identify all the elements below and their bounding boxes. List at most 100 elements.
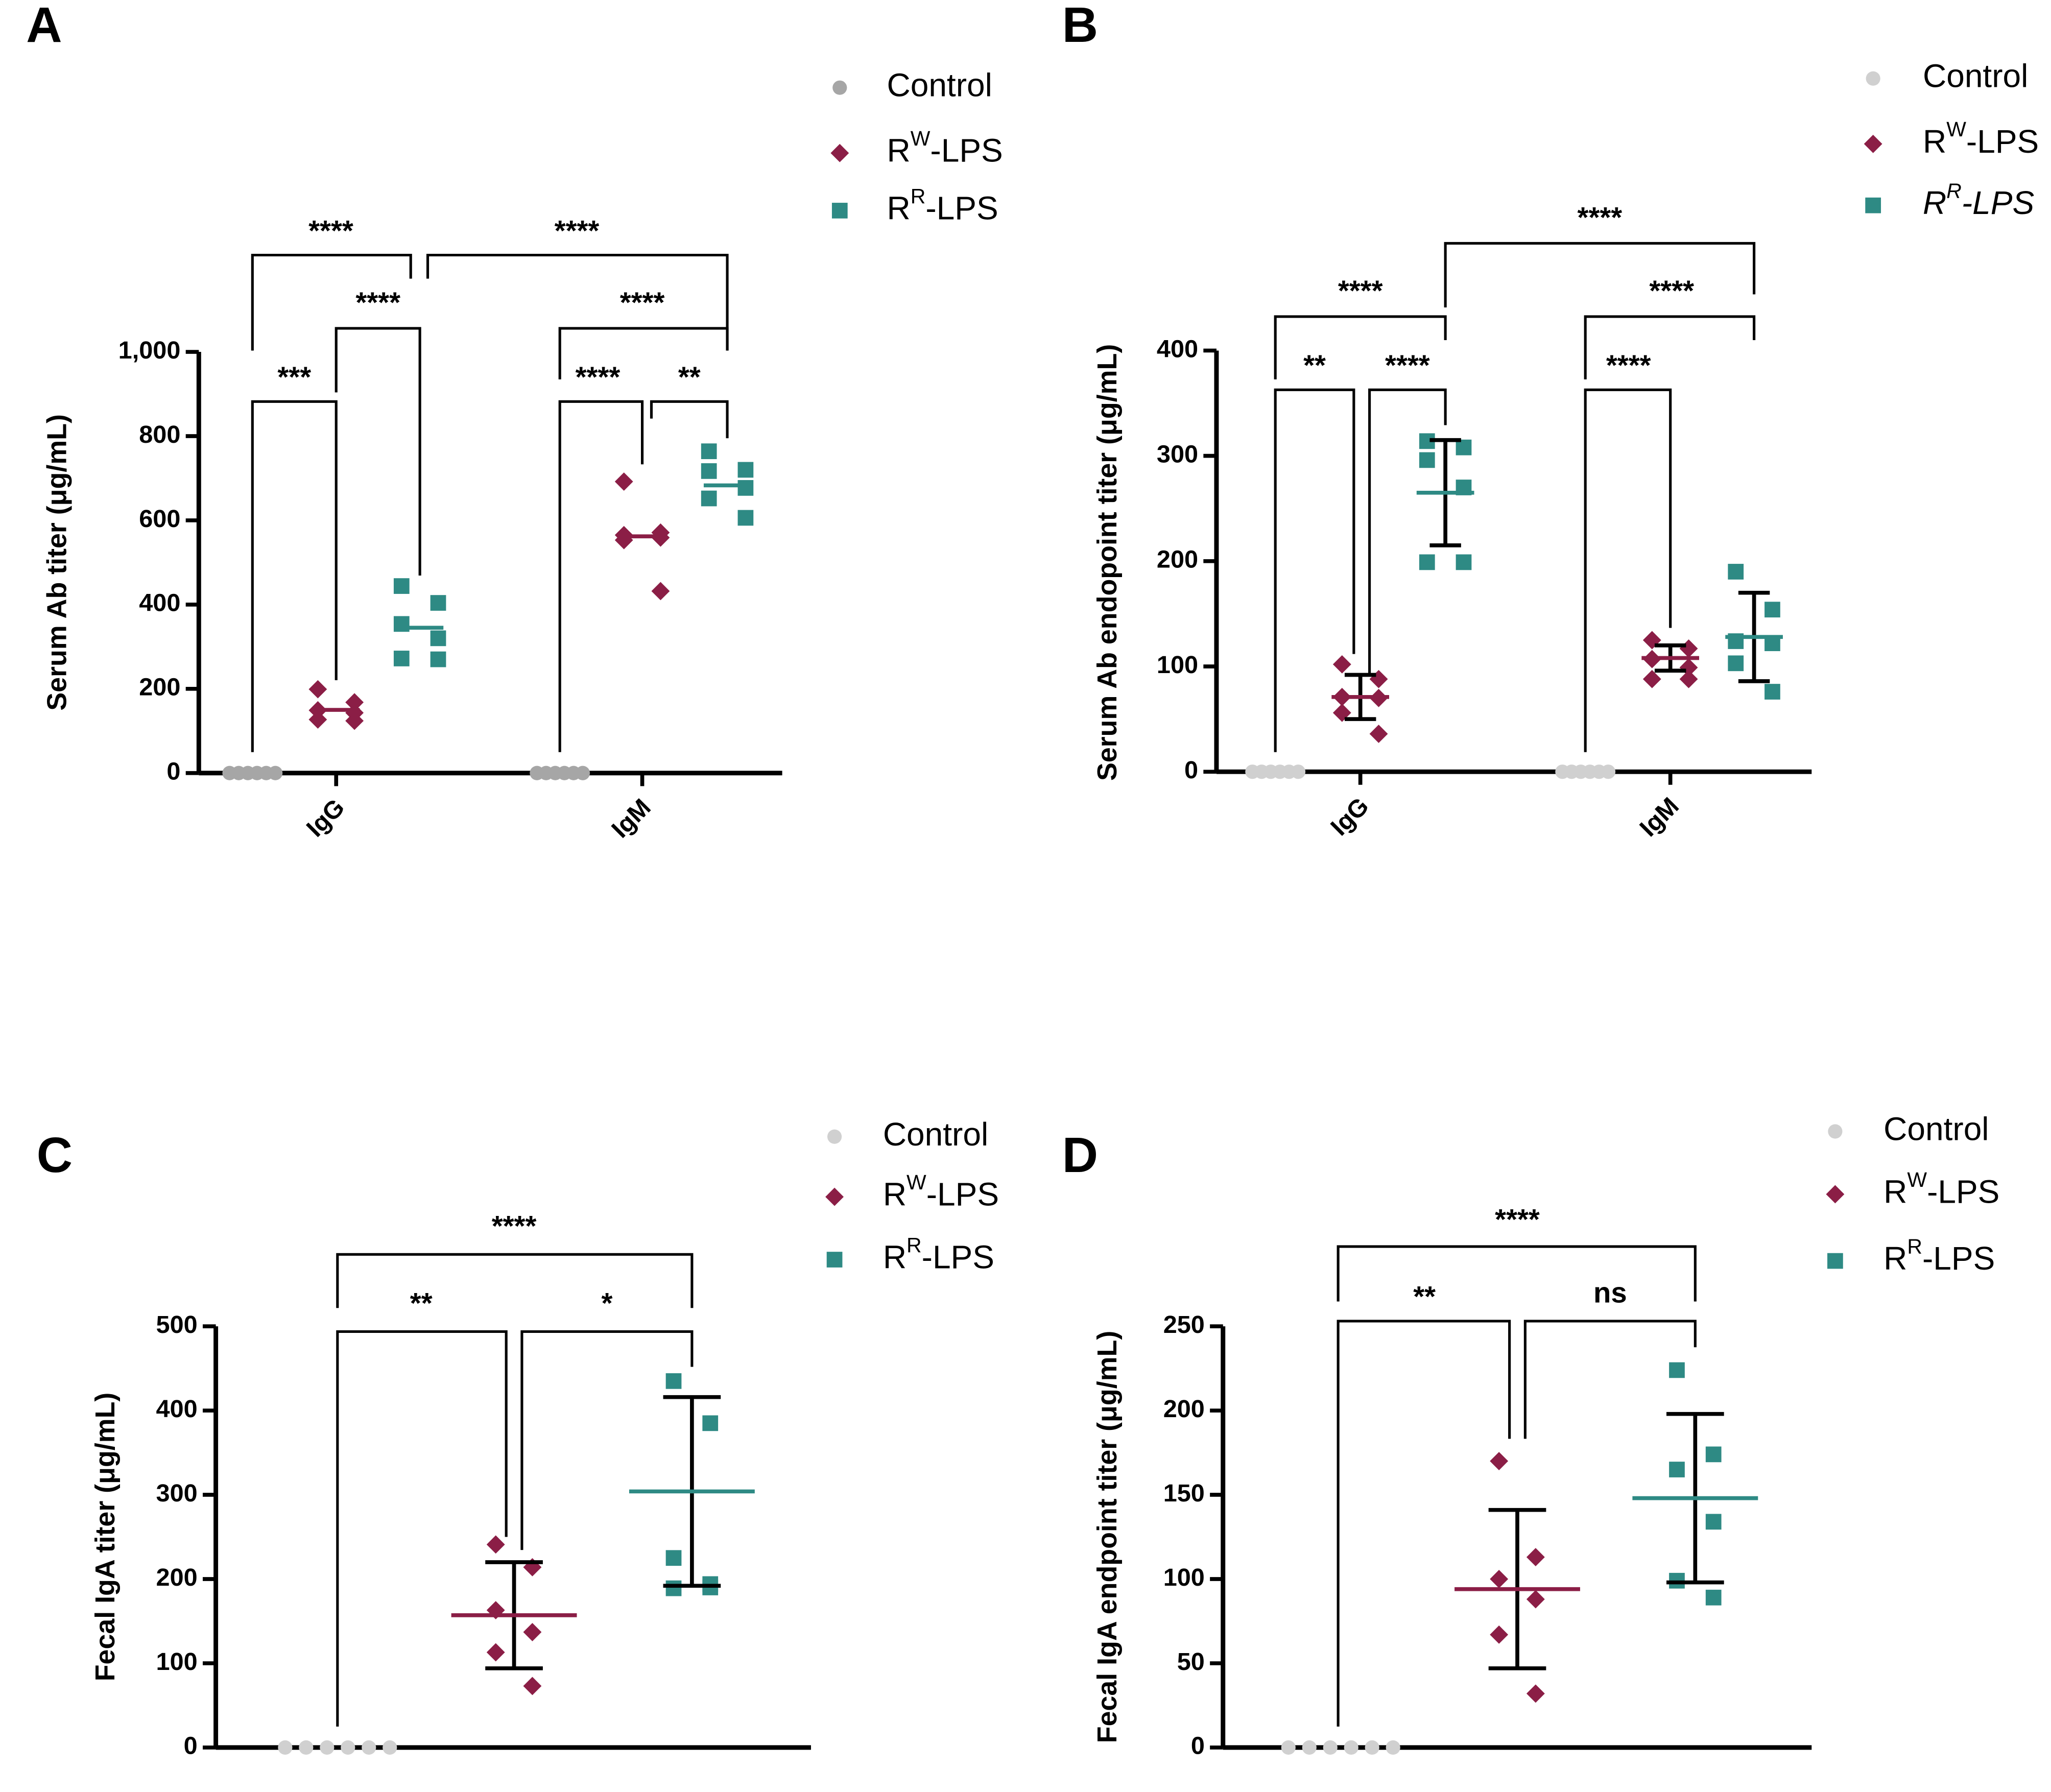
legend-label: RW-LPS: [1923, 117, 2039, 160]
data-point: [345, 711, 364, 730]
significance-label: ****: [576, 361, 621, 393]
significance-bracket: [650, 400, 729, 439]
data-point: [320, 1740, 335, 1755]
data-point: [665, 1580, 682, 1596]
data-point: [701, 490, 717, 507]
data-point: [831, 203, 848, 219]
significance-label: **: [1303, 349, 1326, 381]
y-tick-label: 200: [156, 1564, 198, 1591]
data-point: [1332, 655, 1351, 674]
significance-label: ***: [277, 361, 311, 393]
legend-text: -LPS: [922, 1238, 994, 1275]
significance-label: ****: [1338, 275, 1383, 307]
legend-text: W: [907, 1170, 926, 1194]
significance-bracket: [1584, 388, 1672, 752]
significance-label: ****: [1385, 349, 1430, 381]
legend-text: -LPS: [1922, 1240, 1995, 1277]
data-point: [825, 1187, 844, 1206]
significance-bracket: [1584, 315, 1756, 379]
data-point: [737, 480, 754, 496]
data-point: [1369, 670, 1388, 688]
data-point: [1456, 554, 1472, 570]
x-tick-label: IgM: [1634, 792, 1684, 842]
data-point: [1601, 764, 1616, 779]
legend-label: Control: [883, 1116, 988, 1153]
data-point: [341, 1740, 355, 1755]
legend-text: R: [1883, 1173, 1907, 1210]
data-point: [383, 1740, 397, 1755]
data-point: [1827, 1253, 1843, 1269]
data-point: [1386, 1740, 1400, 1755]
y-tick-label: 200: [1163, 1395, 1205, 1423]
panel-label: A: [26, 0, 62, 53]
data-point: [1323, 1740, 1338, 1755]
y-tick-label: 500: [156, 1311, 198, 1339]
significance-label: ****: [1606, 349, 1651, 381]
significance-label: ****: [620, 286, 665, 319]
data-point: [1281, 1740, 1296, 1755]
legend-text: Control: [1923, 58, 2028, 94]
data-point: [1866, 71, 1880, 86]
y-tick-label: 150: [1163, 1479, 1205, 1507]
data-point: [1669, 1362, 1685, 1378]
significance-label: *: [601, 1287, 612, 1319]
legend-label: RR-LPS: [887, 184, 998, 227]
significance-bracket: [1368, 388, 1447, 674]
data-point: [701, 463, 717, 479]
data-point: [1490, 1625, 1509, 1644]
data-point: [1669, 1462, 1685, 1477]
legend-text: R: [887, 189, 911, 226]
significance-bracket: [251, 400, 338, 752]
y-tick-label: 0: [166, 758, 180, 785]
legend-label: Control: [887, 67, 992, 104]
data-point: [278, 1740, 293, 1755]
data-point: [345, 693, 364, 712]
data-point: [827, 1129, 842, 1144]
legend-text: Control: [1883, 1110, 1989, 1147]
data-point: [575, 766, 590, 780]
data-point: [1419, 452, 1435, 468]
data-point: [1490, 1452, 1509, 1470]
significance-bracket: [1523, 1320, 1697, 1439]
data-point: [614, 472, 633, 491]
data-point: [665, 1373, 682, 1389]
x-tick-label: IgM: [606, 794, 656, 843]
data-point: [299, 1740, 314, 1755]
legend-text: -LPS: [1966, 123, 2039, 160]
data-point: [1642, 670, 1661, 688]
y-tick-label: 250: [1163, 1311, 1205, 1339]
data-point: [1728, 655, 1744, 672]
data-point: [1490, 1570, 1509, 1588]
data-point: [1705, 1514, 1722, 1530]
legend-text: -LPS: [925, 189, 998, 226]
legend-text: R: [1923, 123, 1946, 160]
data-point: [1344, 1740, 1358, 1755]
data-point: [832, 80, 847, 95]
y-axis-label: Serum Ab titer (μg/mL): [41, 414, 72, 711]
panel-label: B: [1062, 0, 1098, 53]
data-point: [430, 630, 446, 647]
significance-bracket: [1444, 242, 1756, 307]
legend-text: -LPS: [926, 1176, 999, 1213]
significance-bracket: [558, 327, 729, 379]
data-point: [1526, 1684, 1545, 1703]
significance-bracket: [336, 1330, 508, 1727]
significance-bracket: [1337, 1320, 1511, 1727]
y-tick-label: 200: [139, 674, 180, 701]
y-tick-label: 300: [1157, 441, 1198, 468]
legend-label: RR-LPS: [1923, 179, 2034, 221]
legend-label: RW-LPS: [887, 127, 1003, 169]
legend-text: R: [1946, 179, 1962, 202]
data-point: [1728, 564, 1744, 580]
legend-text: W: [1907, 1168, 1927, 1191]
legend-text: R: [883, 1238, 907, 1275]
data-point: [826, 1252, 843, 1268]
data-point: [1705, 1589, 1722, 1606]
y-tick-label: 300: [156, 1479, 198, 1507]
significance-label: ****: [492, 1210, 537, 1242]
y-tick-label: 0: [1184, 756, 1198, 784]
y-tick-label: 100: [1157, 651, 1198, 679]
data-point: [308, 680, 327, 699]
legend-label: Control: [1883, 1110, 1989, 1147]
